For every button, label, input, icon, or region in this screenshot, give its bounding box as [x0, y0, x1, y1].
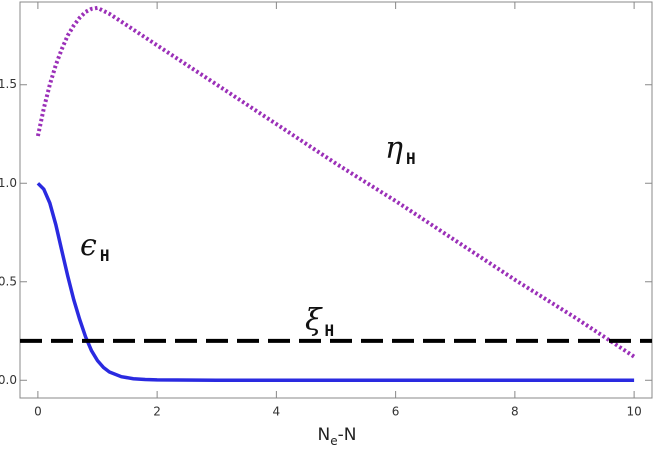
- y-tick-label: 0.5: [0, 274, 17, 288]
- x-tick-label: 2: [153, 405, 161, 419]
- x-tick-label: 0: [34, 405, 42, 419]
- y-tick-label: 0.0: [0, 373, 17, 387]
- x-tick-label: 6: [392, 405, 400, 419]
- series-line: [36, 182, 635, 383]
- series-line: [35, 5, 636, 359]
- x-tick-label: 4: [273, 405, 281, 419]
- y-tick-label: 1.0: [0, 176, 17, 190]
- x-tick-label: 8: [511, 405, 519, 419]
- series-label-sub: H: [406, 149, 416, 168]
- series-label-sub: H: [100, 246, 110, 265]
- series-label-main: η: [385, 131, 403, 166]
- series-label-sub: H: [325, 321, 335, 340]
- plot-frame: [19, 1, 653, 399]
- x-tick-label: 10: [626, 405, 641, 419]
- x-axis-label: Ne-N: [318, 425, 357, 448]
- series-label-main: ϵ: [80, 228, 97, 263]
- series-label-main: ξ: [305, 303, 323, 338]
- y-tick-label: 1.5: [0, 77, 17, 91]
